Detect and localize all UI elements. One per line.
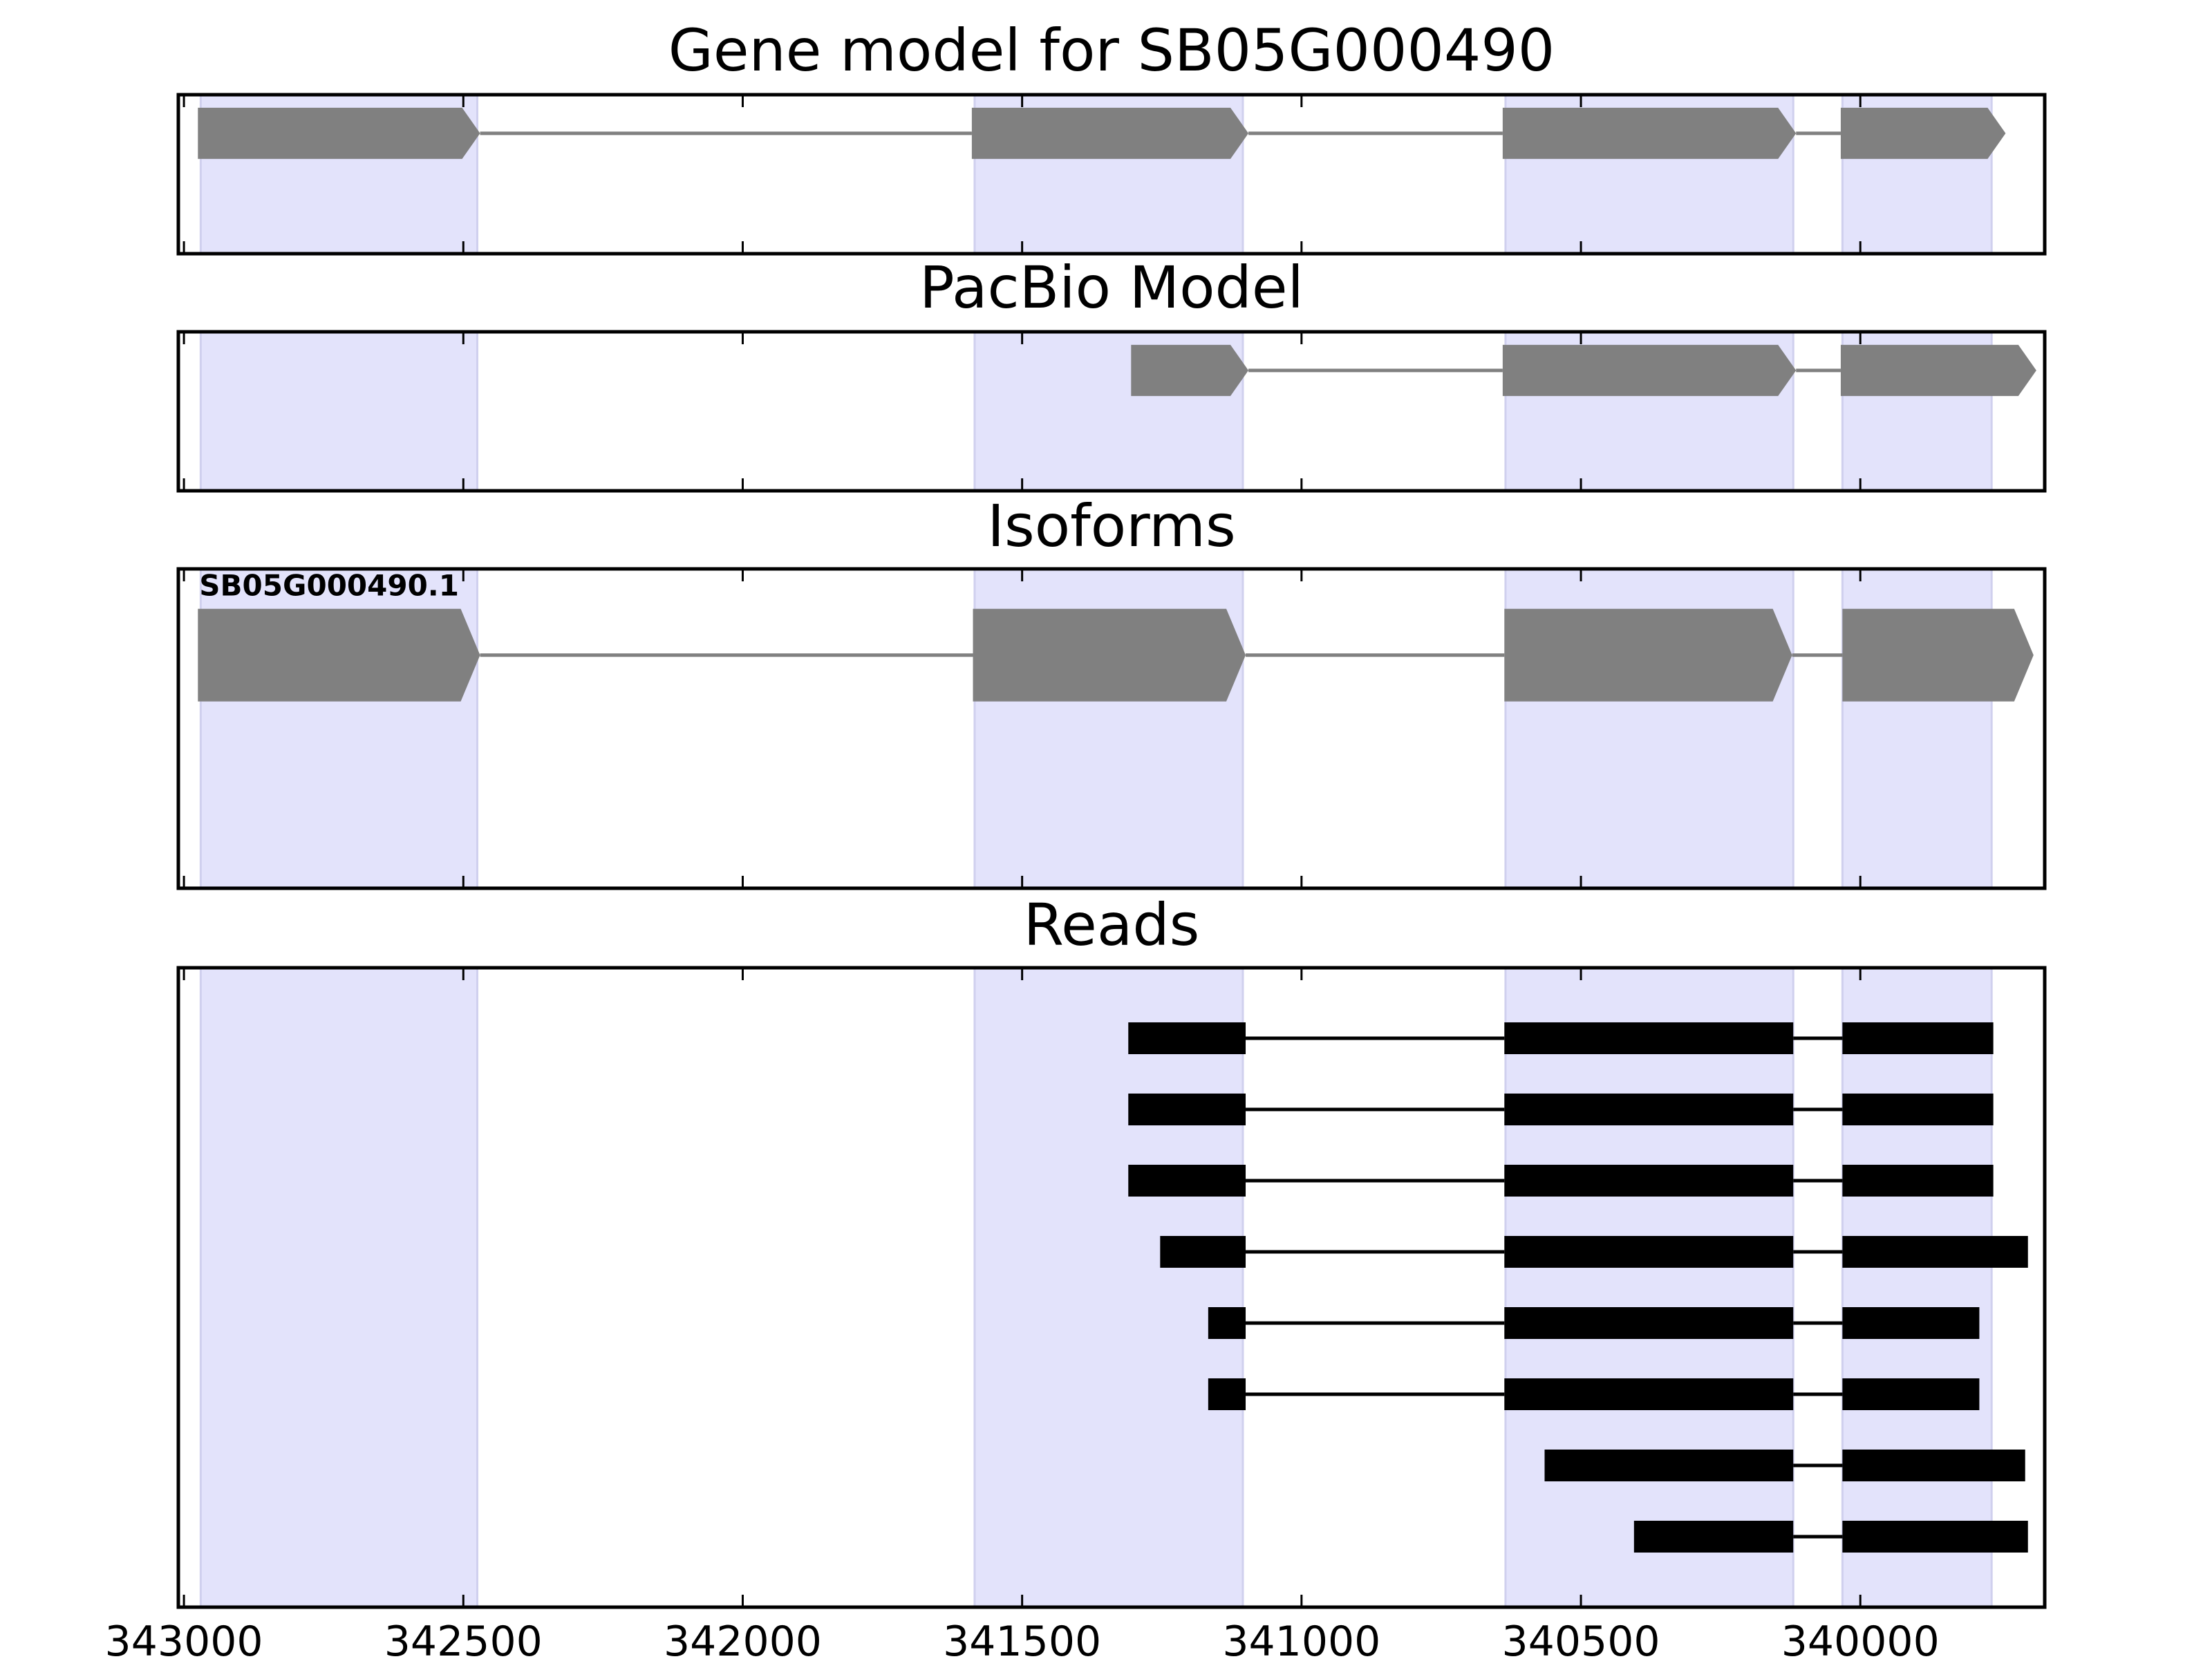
read-block	[1504, 1307, 1794, 1339]
exon-block	[1840, 344, 2036, 396]
exon-highlight-band	[973, 966, 1244, 1609]
panel-frame	[176, 567, 2047, 890]
isoform-label: SB05G000490.1	[199, 569, 459, 603]
exon-highlight-band	[199, 330, 478, 492]
x-tick-label: 340500	[1502, 1618, 1660, 1659]
read-block	[1504, 1022, 1794, 1054]
exon-highlight-band	[199, 966, 478, 1609]
read-block	[1842, 1378, 1980, 1410]
panel-title: Reads	[1024, 891, 1200, 959]
panel-frame	[176, 93, 2047, 256]
read-block	[1504, 1236, 1794, 1268]
read-block	[1160, 1236, 1246, 1268]
read-block	[1842, 1450, 2025, 1481]
exon-block	[1502, 344, 1797, 396]
x-tick-label: 341000	[1222, 1618, 1380, 1659]
exon-block	[971, 107, 1249, 159]
read-block	[1504, 1378, 1794, 1410]
read-block	[1842, 1094, 1994, 1125]
read-block	[1208, 1378, 1246, 1410]
x-tick-label: 342000	[664, 1618, 822, 1659]
read-block	[1128, 1094, 1246, 1125]
read-block	[1208, 1307, 1246, 1339]
exon-highlight-band	[1504, 966, 1794, 1609]
exon-highlight-band	[1841, 966, 1993, 1609]
read-block	[1544, 1450, 1794, 1481]
panel-title: Gene model for SB05G000490	[668, 17, 1555, 84]
read-block	[1842, 1022, 1994, 1054]
read-block	[1128, 1022, 1246, 1054]
exon-block	[1840, 107, 2006, 159]
panel-title: PacBio Model	[919, 254, 1304, 321]
exon-block	[1502, 107, 1797, 159]
x-tick-label: 343000	[105, 1618, 263, 1659]
read-block	[1633, 1521, 1794, 1553]
exon-block	[973, 608, 1246, 702]
exon-block	[1131, 344, 1249, 396]
x-tick-label: 341500	[943, 1618, 1101, 1659]
x-tick-label: 342500	[384, 1618, 543, 1659]
x-tick-label: 340000	[1781, 1618, 1940, 1659]
read-block	[1842, 1307, 1980, 1339]
read-block	[1504, 1094, 1794, 1125]
exon-block	[198, 107, 480, 159]
panel-frame	[176, 330, 2047, 493]
read-block	[1842, 1236, 2028, 1268]
read-block	[1504, 1165, 1794, 1197]
read-block	[1128, 1165, 1246, 1197]
read-block	[1842, 1165, 1994, 1197]
panel-title: Isoforms	[987, 492, 1236, 560]
read-block	[1842, 1521, 2028, 1553]
exon-block	[1842, 608, 2034, 702]
exon-block	[198, 608, 480, 702]
exon-block	[1504, 608, 1792, 702]
panel-frame	[176, 966, 2047, 1609]
